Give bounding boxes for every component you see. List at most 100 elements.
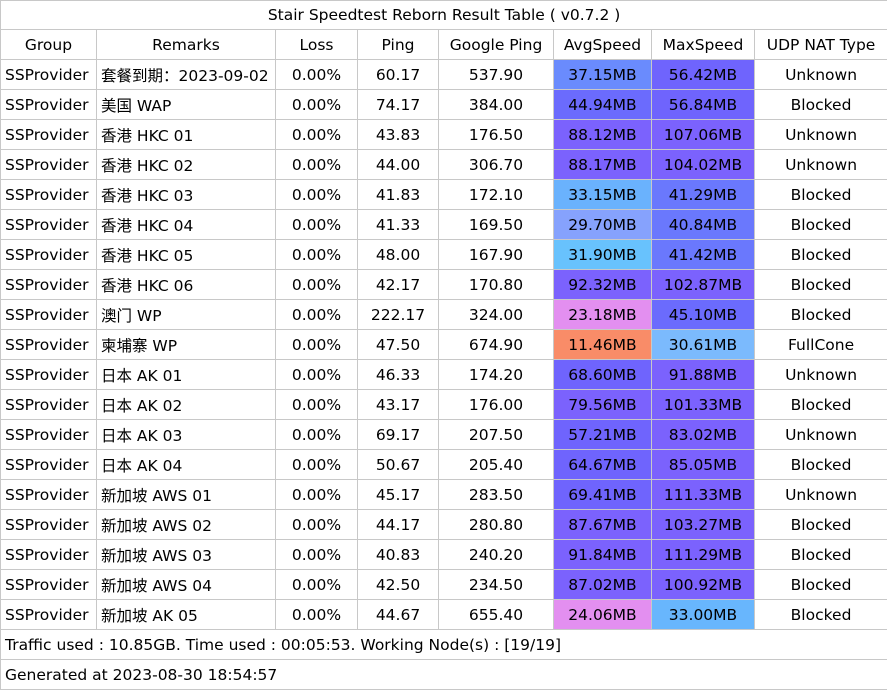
cell-group: SSProvider bbox=[0, 59, 97, 90]
cell-ping: 44.67 bbox=[357, 599, 439, 630]
generated-at: Generated at 2023-08-30 18:54:57 bbox=[0, 659, 887, 690]
cell-max-speed: 107.06MB bbox=[651, 119, 755, 150]
cell-loss: 0.00% bbox=[275, 449, 358, 480]
cell-remarks: 香港 HKC 01 bbox=[96, 119, 276, 150]
traffic-summary: Traffic used : 10.85GB. Time used : 00:0… bbox=[0, 629, 887, 660]
table-row: SSProvider 澳门 WP 0.00% 222.17 324.00 23.18MB 4… bbox=[0, 299, 887, 330]
cell-udp-nat-type: Unknown bbox=[753, 479, 887, 510]
cell-ping: 43.17 bbox=[357, 389, 439, 420]
cell-remarks: 香港 HKC 05 bbox=[96, 239, 276, 270]
cell-ping: 47.50 bbox=[357, 329, 439, 360]
cell-remarks: 香港 HKC 04 bbox=[96, 209, 276, 240]
cell-group: SSProvider bbox=[0, 119, 97, 150]
cell-max-speed: 100.92MB bbox=[651, 569, 755, 600]
cell-max-speed: 102.87MB bbox=[651, 269, 755, 300]
cell-group: SSProvider bbox=[0, 479, 97, 510]
cell-google-ping: 176.50 bbox=[438, 119, 554, 150]
cell-remarks: 澳门 WP bbox=[96, 299, 276, 330]
cell-udp-nat-type: Unknown bbox=[753, 59, 887, 90]
cell-loss: 0.00% bbox=[275, 299, 358, 330]
cell-group: SSProvider bbox=[0, 599, 97, 630]
cell-loss: 0.00% bbox=[275, 209, 358, 240]
cell-group: SSProvider bbox=[0, 419, 97, 450]
cell-ping: 42.17 bbox=[357, 269, 439, 300]
title-row: Stair Speedtest Reborn Result Table ( v0… bbox=[0, 0, 887, 30]
header-google-ping: Google Ping bbox=[438, 29, 554, 60]
cell-avg-speed: 23.18MB bbox=[553, 299, 652, 330]
cell-google-ping: 170.80 bbox=[438, 269, 554, 300]
cell-avg-speed: 44.94MB bbox=[553, 89, 652, 120]
cell-group: SSProvider bbox=[0, 179, 97, 210]
cell-max-speed: 41.29MB bbox=[651, 179, 755, 210]
table-row: SSProvider 香港 HKC 06 0.00% 42.17 170.80 92.32… bbox=[0, 269, 887, 300]
cell-ping: 44.00 bbox=[357, 149, 439, 180]
cell-max-speed: 45.10MB bbox=[651, 299, 755, 330]
header-row: Group Remarks Loss Ping Google Ping AvgS… bbox=[0, 29, 887, 60]
table-row: SSProvider 新加坡 AK 05 0.00% 44.67 655.40 24.06… bbox=[0, 599, 887, 630]
cell-group: SSProvider bbox=[0, 449, 97, 480]
table-row: SSProvider 新加坡 AWS 02 0.00% 44.17 280.80 87.6… bbox=[0, 509, 887, 540]
cell-google-ping: 283.50 bbox=[438, 479, 554, 510]
cell-ping: 41.83 bbox=[357, 179, 439, 210]
cell-ping: 60.17 bbox=[357, 59, 439, 90]
table-row: SSProvider 柬埔寨 WP 0.00% 47.50 674.90 11.46MB 3… bbox=[0, 329, 887, 360]
cell-udp-nat-type: Blocked bbox=[753, 569, 887, 600]
cell-max-speed: 101.33MB bbox=[651, 389, 755, 420]
cell-group: SSProvider bbox=[0, 509, 97, 540]
table-row: SSProvider 香港 HKC 01 0.00% 43.83 176.50 88.12… bbox=[0, 119, 887, 150]
table-row: SSProvider 套餐到期：2023-09-02 0.00% 60.17 537.9… bbox=[0, 59, 887, 90]
cell-loss: 0.00% bbox=[275, 509, 358, 540]
cell-udp-nat-type: FullCone bbox=[753, 329, 887, 360]
cell-loss: 0.00% bbox=[275, 329, 358, 360]
cell-ping: 40.83 bbox=[357, 539, 439, 570]
traffic-row: Traffic used : 10.85GB. Time used : 00:0… bbox=[0, 629, 887, 660]
cell-google-ping: 306.70 bbox=[438, 149, 554, 180]
cell-max-speed: 111.29MB bbox=[651, 539, 755, 570]
cell-udp-nat-type: Blocked bbox=[753, 389, 887, 420]
header-avg-speed: AvgSpeed bbox=[553, 29, 652, 60]
cell-udp-nat-type: Unknown bbox=[753, 119, 887, 150]
cell-remarks: 新加坡 AWS 04 bbox=[96, 569, 276, 600]
cell-udp-nat-type: Blocked bbox=[753, 539, 887, 570]
cell-udp-nat-type: Blocked bbox=[753, 239, 887, 270]
cell-remarks: 柬埔寨 WP bbox=[96, 329, 276, 360]
cell-avg-speed: 31.90MB bbox=[553, 239, 652, 270]
cell-udp-nat-type: Unknown bbox=[753, 149, 887, 180]
cell-max-speed: 56.42MB bbox=[651, 59, 755, 90]
cell-google-ping: 167.90 bbox=[438, 239, 554, 270]
cell-udp-nat-type: Blocked bbox=[753, 599, 887, 630]
cell-group: SSProvider bbox=[0, 389, 97, 420]
cell-avg-speed: 79.56MB bbox=[553, 389, 652, 420]
table-row: SSProvider 新加坡 AWS 01 0.00% 45.17 283.50 69.4… bbox=[0, 479, 887, 510]
table-row: SSProvider 新加坡 AWS 03 0.00% 40.83 240.20 91.8… bbox=[0, 539, 887, 570]
cell-remarks: 日本 AK 01 bbox=[96, 359, 276, 390]
cell-max-speed: 56.84MB bbox=[651, 89, 755, 120]
cell-avg-speed: 69.41MB bbox=[553, 479, 652, 510]
cell-avg-speed: 11.46MB bbox=[553, 329, 652, 360]
cell-remarks: 日本 AK 03 bbox=[96, 419, 276, 450]
cell-max-speed: 41.42MB bbox=[651, 239, 755, 270]
cell-google-ping: 324.00 bbox=[438, 299, 554, 330]
cell-avg-speed: 33.15MB bbox=[553, 179, 652, 210]
table-row: SSProvider 日本 AK 04 0.00% 50.67 205.40 64.67M… bbox=[0, 449, 887, 480]
cell-ping: 41.33 bbox=[357, 209, 439, 240]
cell-remarks: 新加坡 AWS 03 bbox=[96, 539, 276, 570]
cell-ping: 42.50 bbox=[357, 569, 439, 600]
cell-google-ping: 172.10 bbox=[438, 179, 554, 210]
cell-max-speed: 85.05MB bbox=[651, 449, 755, 480]
cell-max-speed: 104.02MB bbox=[651, 149, 755, 180]
table-row: SSProvider 新加坡 AWS 04 0.00% 42.50 234.50 87.0… bbox=[0, 569, 887, 600]
cell-google-ping: 240.20 bbox=[438, 539, 554, 570]
cell-google-ping: 234.50 bbox=[438, 569, 554, 600]
cell-ping: 50.67 bbox=[357, 449, 439, 480]
cell-google-ping: 174.20 bbox=[438, 359, 554, 390]
cell-remarks: 美国 WAP bbox=[96, 89, 276, 120]
cell-udp-nat-type: Blocked bbox=[753, 179, 887, 210]
cell-avg-speed: 68.60MB bbox=[553, 359, 652, 390]
table-title: Stair Speedtest Reborn Result Table ( v0… bbox=[0, 0, 887, 30]
cell-udp-nat-type: Blocked bbox=[753, 269, 887, 300]
cell-ping: 48.00 bbox=[357, 239, 439, 270]
header-group: Group bbox=[0, 29, 97, 60]
cell-loss: 0.00% bbox=[275, 419, 358, 450]
table-row: SSProvider 美国 WAP 0.00% 74.17 384.00 44.94MB 5… bbox=[0, 89, 887, 120]
